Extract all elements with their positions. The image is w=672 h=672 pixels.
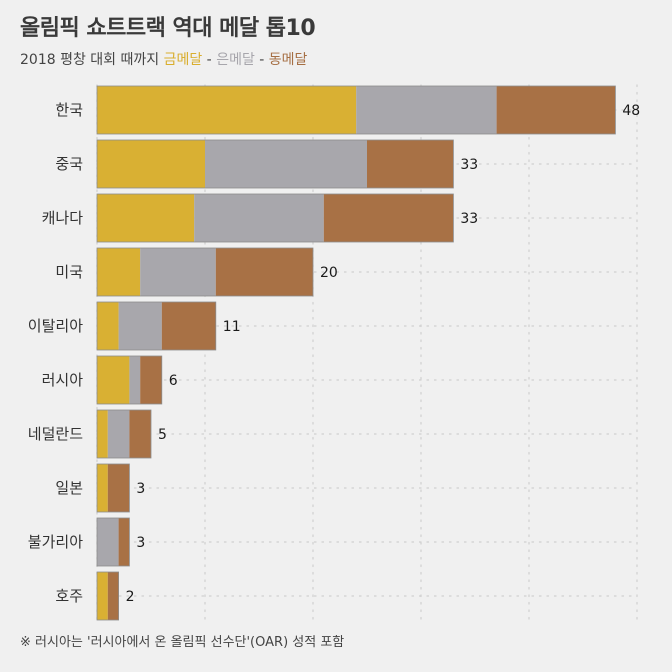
bar-segment-silver bbox=[97, 518, 119, 566]
chart-title: 올림픽 쇼트트랙 역대 메달 톱10 bbox=[20, 16, 316, 41]
legend-separator: - bbox=[202, 52, 217, 68]
category-label: 미국 bbox=[55, 263, 83, 281]
bar-segment-bronze bbox=[161, 302, 216, 350]
bar-segment-gold bbox=[97, 572, 108, 620]
bar-segment-bronze bbox=[107, 464, 130, 512]
bar-segment-silver bbox=[356, 86, 497, 134]
bar-outline bbox=[96, 409, 152, 459]
total-value-label: 33 bbox=[460, 211, 478, 227]
bar-segment-bronze bbox=[496, 86, 616, 134]
bar-outline bbox=[96, 517, 130, 567]
legend-gold: 금메달 bbox=[163, 52, 203, 68]
legend-bronze: 동메달 bbox=[268, 52, 308, 68]
category-label: 러시아 bbox=[42, 371, 84, 389]
chart-subtitle: 2018 평창 대회 때까지 금메달 - 은메달 - 동메달 bbox=[20, 49, 307, 69]
category-label: 중국 bbox=[55, 155, 83, 173]
total-value-label: 6 bbox=[169, 373, 178, 389]
bar-segment-bronze bbox=[118, 518, 130, 566]
bar-segment-bronze bbox=[140, 356, 162, 404]
category-label: 캐나다 bbox=[42, 209, 84, 227]
total-value-label: 11 bbox=[223, 319, 241, 335]
bar-segment-gold bbox=[97, 356, 130, 404]
bar-segment-gold bbox=[97, 410, 108, 458]
total-value-label: 33 bbox=[460, 157, 478, 173]
footnote: ※ 러시아는 '러시아에서 온 올림픽 선수단'(OAR) 성적 포함 bbox=[20, 635, 345, 650]
bar-outline bbox=[96, 301, 217, 351]
total-value-label: 2 bbox=[126, 589, 135, 605]
bar-segment-gold bbox=[97, 248, 141, 296]
bar-segment-silver bbox=[194, 194, 324, 242]
bar-segment-gold bbox=[97, 86, 357, 134]
total-value-label: 48 bbox=[622, 103, 640, 119]
bar-segment-bronze bbox=[215, 248, 313, 296]
bar-segment-gold bbox=[97, 194, 195, 242]
bar-segment-bronze bbox=[107, 572, 119, 620]
category-label: 일본 bbox=[55, 479, 83, 497]
bar-segment-gold bbox=[97, 302, 119, 350]
total-value-label: 20 bbox=[320, 265, 338, 281]
category-label: 이탈리아 bbox=[28, 317, 83, 335]
bar-segment-bronze bbox=[323, 194, 454, 242]
bar-segment-silver bbox=[118, 302, 162, 350]
legend-silver: 은메달 bbox=[216, 52, 255, 68]
category-label: 불가리아 bbox=[28, 533, 83, 551]
bar-outline bbox=[96, 463, 130, 513]
bar-outline bbox=[96, 139, 454, 189]
category-label: 한국 bbox=[55, 101, 83, 119]
bar-segment-silver bbox=[140, 248, 216, 296]
bars bbox=[96, 85, 616, 621]
labels: 한국 48 중국 33 캐나다 33 미국 20 이탈리아 11 러시아 6 네덜란드 5 일본 3 불가리아 3… bbox=[28, 101, 640, 605]
bar-outline bbox=[96, 571, 120, 621]
bar-outline bbox=[96, 85, 616, 135]
bar-segment-silver bbox=[107, 410, 130, 458]
total-value-label: 5 bbox=[158, 427, 167, 443]
legend-separator: - bbox=[254, 52, 269, 68]
bar-outline bbox=[96, 247, 314, 297]
bar-segment-gold bbox=[97, 140, 205, 188]
total-value-label: 3 bbox=[136, 535, 145, 551]
bar-segment-silver bbox=[205, 140, 367, 188]
bar-segment-gold bbox=[97, 464, 108, 512]
bar-segment-bronze bbox=[129, 410, 151, 458]
bar-outline bbox=[96, 193, 454, 243]
category-label: 호주 bbox=[55, 587, 83, 605]
category-label: 네덜란드 bbox=[28, 425, 83, 443]
bar-segment-silver bbox=[129, 356, 141, 404]
bar-segment-bronze bbox=[367, 140, 454, 188]
subtitle-prefix: 2018 평창 대회 때까지 bbox=[20, 52, 164, 68]
total-value-label: 3 bbox=[136, 481, 145, 497]
bar-outline bbox=[96, 355, 163, 405]
